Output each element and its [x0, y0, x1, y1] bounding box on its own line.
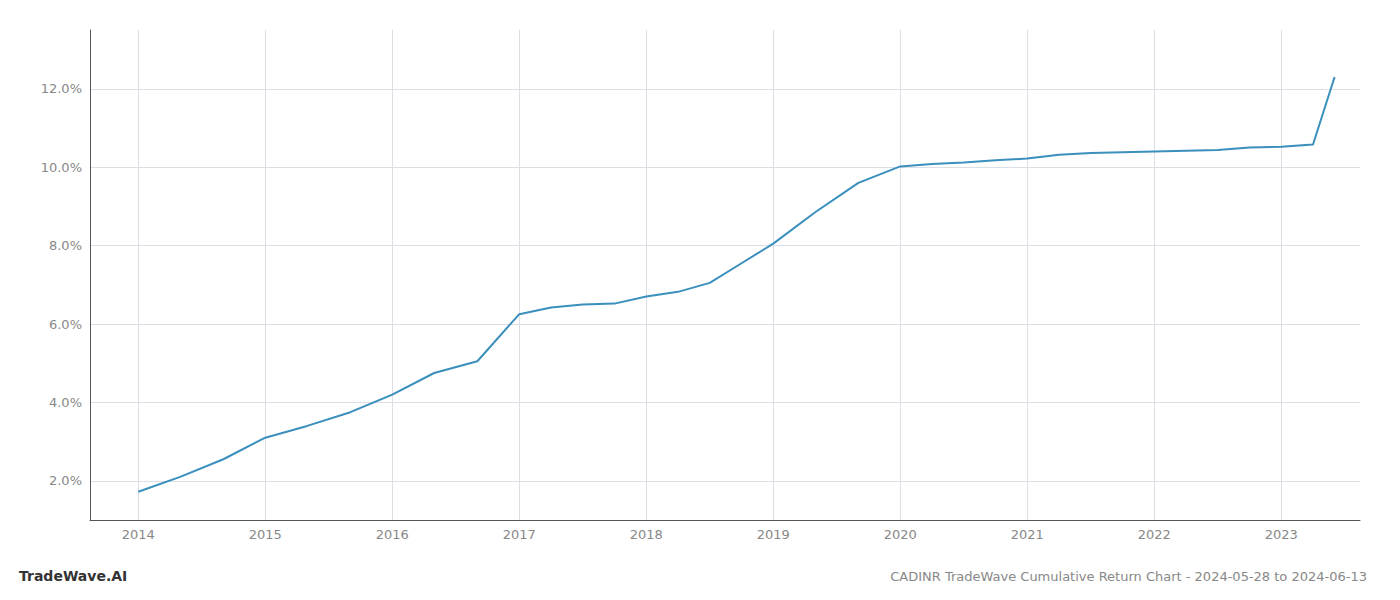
svg-text:2020: 2020	[884, 527, 917, 542]
svg-text:2014: 2014	[122, 527, 155, 542]
svg-text:TradeWave.AI: TradeWave.AI	[19, 568, 127, 584]
svg-text:2019: 2019	[757, 527, 790, 542]
svg-text:2017: 2017	[503, 527, 536, 542]
svg-text:2.0%: 2.0%	[49, 473, 82, 488]
svg-text:2015: 2015	[249, 527, 282, 542]
svg-text:6.0%: 6.0%	[49, 317, 82, 332]
svg-text:2018: 2018	[630, 527, 663, 542]
svg-text:2016: 2016	[376, 527, 409, 542]
svg-text:2021: 2021	[1011, 527, 1044, 542]
svg-text:2023: 2023	[1265, 527, 1298, 542]
svg-text:12.0%: 12.0%	[41, 81, 82, 96]
svg-text:CADINR TradeWave Cumulative Re: CADINR TradeWave Cumulative Return Chart…	[890, 569, 1367, 584]
svg-text:10.0%: 10.0%	[41, 160, 82, 175]
svg-text:4.0%: 4.0%	[49, 395, 82, 410]
svg-text:2022: 2022	[1138, 527, 1171, 542]
svg-text:8.0%: 8.0%	[49, 238, 82, 253]
